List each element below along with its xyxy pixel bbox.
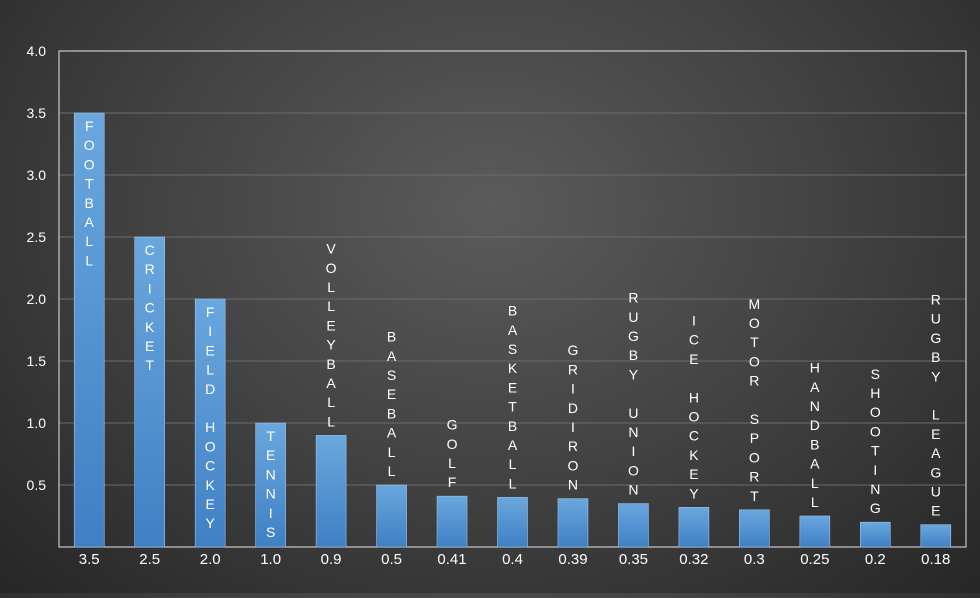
bar xyxy=(859,521,891,548)
bar xyxy=(497,497,528,548)
value-label: 2.0 xyxy=(200,551,221,568)
y-tick-label: 3.5 xyxy=(27,105,47,121)
bar xyxy=(255,422,286,548)
value-labels: 3.5 2.5 2.0 1.0 0.9 0.5 0.41 0.4 0.39 0.35 0.32 0.3… xyxy=(79,551,951,568)
bar xyxy=(315,435,347,548)
y-tick-label: 2.0 xyxy=(27,291,47,307)
y-tick-label: 1.0 xyxy=(27,415,47,431)
bar xyxy=(194,298,226,548)
value-label: 3.5 xyxy=(79,551,100,568)
bar xyxy=(678,507,710,548)
value-label: 0.41 xyxy=(437,551,466,568)
y-tick-label: 4.0 xyxy=(27,43,47,59)
value-label: 0.25 xyxy=(800,551,829,568)
value-label: 0.3 xyxy=(744,551,765,568)
bar xyxy=(799,515,831,548)
value-label: 1.0 xyxy=(260,551,281,568)
bar xyxy=(739,509,770,548)
y-tick-label: 2.5 xyxy=(27,229,47,245)
axes: 4.0 3.5 3.0 2.5 2.0 1.5 1.0 0.5 xyxy=(27,43,967,548)
bars xyxy=(73,112,952,548)
y-tick-label: 1.5 xyxy=(27,353,47,369)
value-label: 0.2 xyxy=(865,551,886,568)
value-label: 2.5 xyxy=(139,551,160,568)
bar xyxy=(134,236,165,548)
y-tick-label: 3.0 xyxy=(27,167,47,183)
category-labels: F O O T B A L L C R I C K E T F I E L D H O C K E Y T E N N I S V O L L E Y B… xyxy=(84,118,941,540)
value-label: 0.39 xyxy=(558,551,587,568)
bar xyxy=(376,484,407,548)
bar xyxy=(557,498,589,548)
value-label: 0.5 xyxy=(381,551,402,568)
value-label: 0.18 xyxy=(921,551,950,568)
value-label: 0.4 xyxy=(502,551,523,568)
value-label: 0.9 xyxy=(321,551,342,568)
bar xyxy=(920,524,952,548)
bar xyxy=(73,112,105,548)
bar xyxy=(618,503,649,548)
bar xyxy=(436,495,468,548)
value-label: 0.32 xyxy=(679,551,708,568)
value-label: 0.35 xyxy=(619,551,648,568)
y-tick-label: 0.5 xyxy=(27,477,47,493)
